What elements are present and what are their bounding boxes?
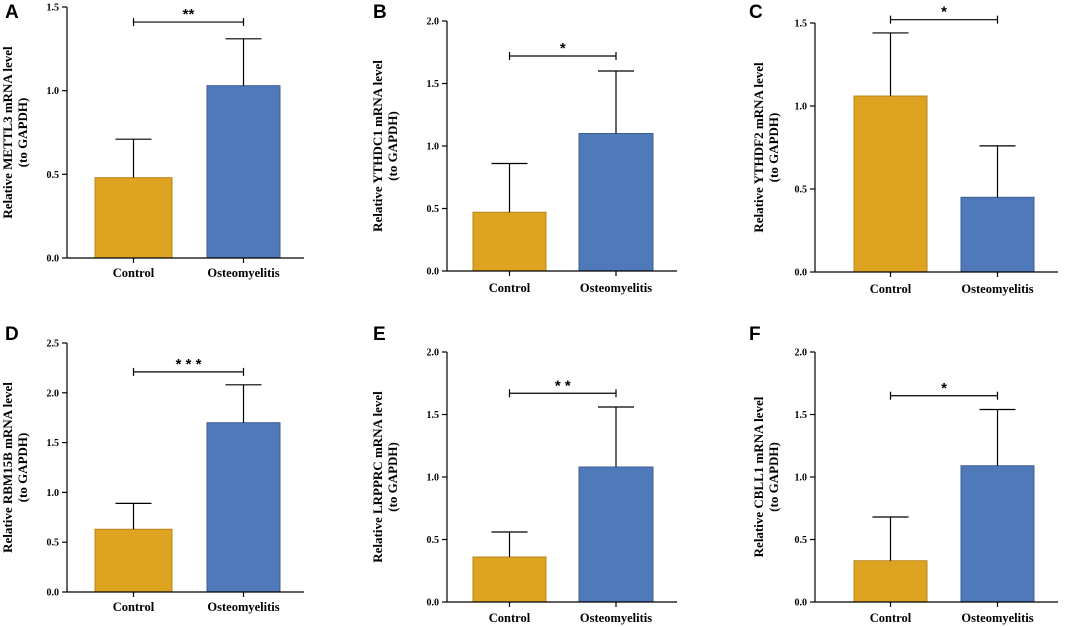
y-axis-label: Relative YTHDF2 mRNA level xyxy=(751,62,766,233)
category-label: Control xyxy=(870,282,912,296)
y-tick-label: 0.5 xyxy=(47,538,60,549)
y-tick-label: 1.0 xyxy=(47,488,60,499)
y-tick-label: 0.0 xyxy=(795,268,808,279)
category-label: Osteomyelitis xyxy=(961,282,1033,296)
bar-control xyxy=(94,528,173,593)
bar-control xyxy=(853,95,928,273)
bar-osteomyelitis xyxy=(960,196,1035,273)
y-tick-label: 0.5 xyxy=(795,535,808,546)
y-tick-label: 2.0 xyxy=(427,17,440,28)
y-tick-label: 0.0 xyxy=(427,598,440,609)
y-tick-label: 0.5 xyxy=(795,185,808,196)
significance-stars: ** xyxy=(183,6,195,23)
panel-d: D Relative RBM15B mRNA level (to GAPDH) Con… xyxy=(0,324,304,614)
y-axis-label: (to GAPDH) xyxy=(385,442,400,512)
y-tick-label: 1.5 xyxy=(427,79,440,90)
category-label: Osteomyelitis xyxy=(207,600,279,614)
category-label: Osteomyelitis xyxy=(580,281,652,295)
category-label: Control xyxy=(489,281,531,295)
y-tick-label: 2.5 xyxy=(47,339,60,350)
y-tick-label: 1.0 xyxy=(427,142,440,153)
significance-stars: * * xyxy=(555,377,571,394)
y-axis-label: (to GAPDH) xyxy=(766,113,781,183)
y-tick-label: 0.5 xyxy=(47,170,60,181)
y-axis-label: Relative METTL3 mRNA level xyxy=(0,46,15,219)
y-tick-label: 0.0 xyxy=(795,598,808,609)
y-tick-label: 0.0 xyxy=(427,267,440,278)
bar-control xyxy=(472,211,547,272)
y-tick-label: 1.0 xyxy=(427,473,440,484)
y-axis-label: Relative YTHDC1 mRNA level xyxy=(370,60,385,232)
y-tick-label: 1.5 xyxy=(795,410,808,421)
category-label: Control xyxy=(870,611,912,625)
y-tick-label: 1.0 xyxy=(47,86,60,97)
bar-control xyxy=(94,177,173,259)
panel-letter: F xyxy=(749,324,761,345)
panel-letter: E xyxy=(373,324,386,345)
significance-stars: * xyxy=(560,40,566,57)
bar-control xyxy=(472,556,547,603)
y-axis-label: (to GAPDH) xyxy=(15,98,30,168)
bar-osteomyelitis xyxy=(206,85,281,259)
y-tick-label: 1.5 xyxy=(427,410,440,421)
y-axis-label: Relative RBM15B mRNA level xyxy=(0,382,15,553)
y-axis-label: (to GAPDH) xyxy=(766,442,781,512)
y-tick-label: 1.5 xyxy=(47,3,60,14)
category-label: Control xyxy=(113,600,155,614)
panel-a: A Relative METTL3 mRNA level (to GAPDH) Con… xyxy=(0,2,304,280)
category-label: Control xyxy=(113,266,155,280)
y-axis-label: Relative CBLL1 mRNA level xyxy=(751,396,766,557)
y-tick-label: 2.0 xyxy=(427,348,440,359)
bar-osteomyelitis xyxy=(960,465,1035,603)
panel-letter: B xyxy=(373,2,387,23)
category-label: Osteomyelitis xyxy=(961,611,1033,625)
y-tick-label: 1.5 xyxy=(47,438,60,449)
y-tick-label: 0.0 xyxy=(47,588,60,599)
bar-osteomyelitis xyxy=(578,133,654,272)
category-label: Osteomyelitis xyxy=(580,611,652,625)
panel-c: C Relative YTHDF2 mRNA level (to GAPDH) Con… xyxy=(749,2,1058,296)
significance-stars: * xyxy=(941,380,947,397)
panel-e: E Relative LRPPRC mRNA level (to GAPDH) Con… xyxy=(370,324,677,625)
bar-control xyxy=(853,560,928,603)
category-label: Control xyxy=(489,611,531,625)
y-tick-label: 1.0 xyxy=(795,102,808,113)
y-axis-label: (to GAPDH) xyxy=(385,111,400,181)
y-tick-label: 2.0 xyxy=(47,388,60,399)
y-tick-label: 1.5 xyxy=(795,19,808,30)
y-tick-label: 1.0 xyxy=(795,473,808,484)
y-axis-label: Relative LRPPRC mRNA level xyxy=(370,391,385,563)
bar-osteomyelitis xyxy=(578,466,654,603)
panel-b: B Relative YTHDC1 mRNA level (to GAPDH) Con… xyxy=(370,2,677,295)
y-tick-label: 0.5 xyxy=(427,204,440,215)
bar-osteomyelitis xyxy=(206,422,281,593)
significance-stars: * xyxy=(941,4,947,21)
y-tick-label: 2.0 xyxy=(795,348,808,359)
category-label: Osteomyelitis xyxy=(207,266,279,280)
y-axis-label: (to GAPDH) xyxy=(15,433,30,503)
panel-f: F Relative CBLL1 mRNA level (to GAPDH) Cont… xyxy=(749,324,1058,625)
y-tick-label: 0.5 xyxy=(427,535,440,546)
y-tick-label: 0.0 xyxy=(47,254,60,265)
panel-letter: D xyxy=(5,324,19,345)
panel-letter: A xyxy=(5,2,19,23)
significance-stars: * * * xyxy=(176,356,202,373)
panel-letter: C xyxy=(749,2,763,23)
